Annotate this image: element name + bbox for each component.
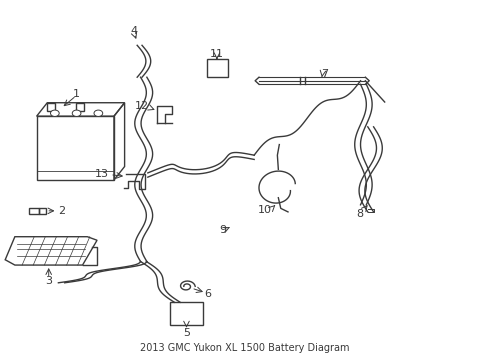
Text: 2013 GMC Yukon XL 1500 Battery Diagram: 2013 GMC Yukon XL 1500 Battery Diagram [140, 343, 348, 354]
Text: 12: 12 [134, 101, 148, 111]
Text: 11: 11 [209, 49, 224, 59]
Circle shape [94, 110, 102, 116]
Polygon shape [46, 103, 55, 111]
Text: 8: 8 [355, 209, 362, 219]
Text: 10: 10 [257, 205, 271, 215]
Text: 7: 7 [320, 69, 327, 79]
Text: 6: 6 [204, 289, 211, 299]
Text: 3: 3 [45, 276, 52, 286]
Text: 13: 13 [95, 168, 109, 179]
Text: 1: 1 [73, 89, 80, 99]
Text: 2: 2 [58, 206, 65, 216]
Polygon shape [76, 103, 84, 111]
Text: 9: 9 [219, 225, 225, 235]
Circle shape [50, 110, 59, 116]
Text: 5: 5 [183, 328, 190, 338]
Circle shape [72, 110, 81, 116]
Text: 4: 4 [130, 26, 138, 36]
